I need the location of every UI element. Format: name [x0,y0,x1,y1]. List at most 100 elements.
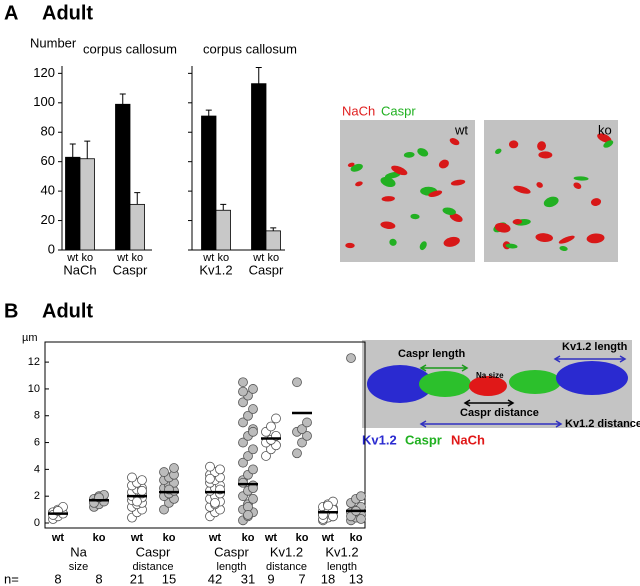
blob [537,141,546,151]
point [266,421,276,432]
point [238,477,248,488]
series-label: ko [242,532,255,544]
bar [201,115,217,251]
point [346,353,356,363]
point [248,384,258,394]
series-label: wt [202,252,214,264]
y-tick-label: 80 [41,124,55,139]
blob [536,182,543,188]
series-label: ko [81,252,93,264]
point [297,437,307,448]
n-value: 8 [95,571,102,586]
micrograph-label: ko [598,122,612,137]
schematic-label: Kv1.2 distance [565,418,640,430]
n-value: 7 [298,571,305,586]
y-tick-label: 8 [34,410,40,422]
point [127,472,137,483]
blob [512,219,523,225]
point [137,475,147,485]
chart-title: corpus callosum [203,41,297,56]
point [292,448,302,459]
n-label: n= [4,571,19,586]
point [248,464,258,475]
y-tick-label: 2 [34,490,40,502]
bar [115,103,131,251]
point [248,404,258,414]
n-value: 15 [162,571,176,586]
point [205,461,215,472]
point [238,377,248,388]
x-subcategory: distance [133,561,174,573]
point [169,463,179,473]
series-label: wt [130,532,144,544]
point [243,510,253,520]
y-tick-label: 6 [34,436,40,448]
point [356,491,366,502]
series-label: wt [66,252,78,264]
blob [403,151,415,158]
plot-frame [44,341,366,529]
bar [265,230,281,251]
schematic-label: Caspr distance [460,407,539,419]
point [210,497,220,508]
blob [355,181,363,187]
y-tick-label: 100 [33,94,55,109]
chart-title: corpus callosum [83,41,177,56]
error-bar [220,203,227,211]
blob [494,222,511,233]
y-tick-label: 60 [41,153,55,168]
x-tick-label: Caspr [249,262,284,277]
x-tick-label: NaCh [63,262,96,277]
blob [495,148,502,154]
blob [538,151,553,159]
blob [513,185,531,194]
blob [450,179,466,186]
panel-label: B [4,300,18,322]
arrows [419,355,627,428]
point [205,473,215,484]
blob [391,165,408,176]
kv-blob [367,365,433,403]
series-label: wt [116,252,128,264]
schematic-label: Caspr length [398,348,466,360]
blobs [345,133,614,251]
point [238,417,248,428]
y-tick-label: 10 [28,383,40,395]
point [243,451,253,461]
point [243,410,253,421]
heading: Adult [42,2,93,24]
error-bar [69,143,76,158]
series-label: wt [252,252,264,264]
point [238,397,248,408]
blob [573,182,582,190]
point [132,496,142,507]
point [271,413,281,424]
n-value: 8 [54,571,61,586]
blob [535,233,553,243]
blob [505,243,518,249]
nach-blob [469,376,507,396]
blob [380,221,396,229]
x-tick-label: Kv1.2 [199,262,232,277]
blob [380,176,396,188]
blob [347,162,355,167]
point [248,493,258,504]
series-label: wt [208,532,222,544]
n-value: 13 [349,571,363,586]
point [159,504,169,515]
blob [573,176,589,181]
point [248,444,258,455]
point [297,424,307,435]
x-subcategory: length [217,561,247,573]
point [302,430,312,441]
blob [443,236,460,247]
bar [65,156,81,251]
y-tick-label: 120 [33,65,55,80]
point [238,437,248,448]
x-tick-label: Kv1.2 [325,544,358,559]
y-tick-label: 40 [41,183,55,198]
series-label: wt [51,532,65,544]
legend-label: Caspr [381,103,416,118]
blob [345,242,355,249]
micrograph-label: wt [454,122,468,137]
